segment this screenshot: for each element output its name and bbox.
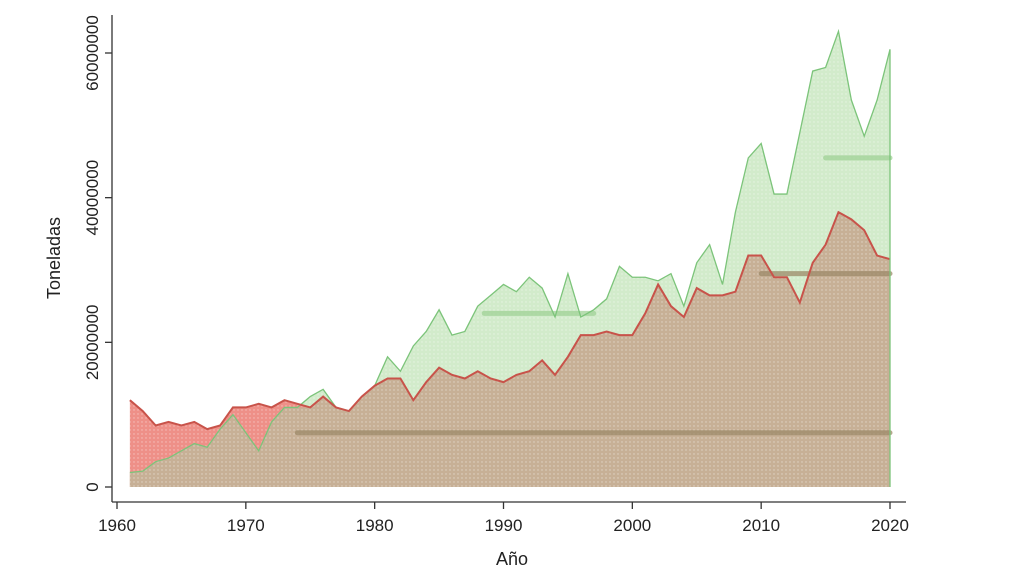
x-tick-label-1960: 1960 xyxy=(98,516,136,535)
y-tick-label-0: 0 xyxy=(83,482,102,491)
series-2-line xyxy=(129,210,891,431)
x-tick-label-1980: 1980 xyxy=(356,516,394,535)
axes: 1960 1970 1980 1990 2000 2010 2020 0 20000000 400… xyxy=(83,15,909,535)
x-tick-label-2010: 2010 xyxy=(742,516,780,535)
x-tick-label-1990: 1990 xyxy=(485,516,523,535)
y-tick-label-60000000: 60000000 xyxy=(83,15,102,91)
plot-area xyxy=(129,28,893,488)
series-1-line xyxy=(129,28,891,474)
x-tick-label-2020: 2020 xyxy=(871,516,909,535)
y-tick-label-20000000: 20000000 xyxy=(83,305,102,381)
area-texture xyxy=(129,31,890,488)
x-axis-title: Año xyxy=(496,549,528,569)
y-axis-title: Toneladas xyxy=(44,217,64,299)
x-tick-label-1970: 1970 xyxy=(227,516,265,535)
x-tick-label-2000: 2000 xyxy=(613,516,651,535)
y-tick-label-40000000: 40000000 xyxy=(83,160,102,236)
